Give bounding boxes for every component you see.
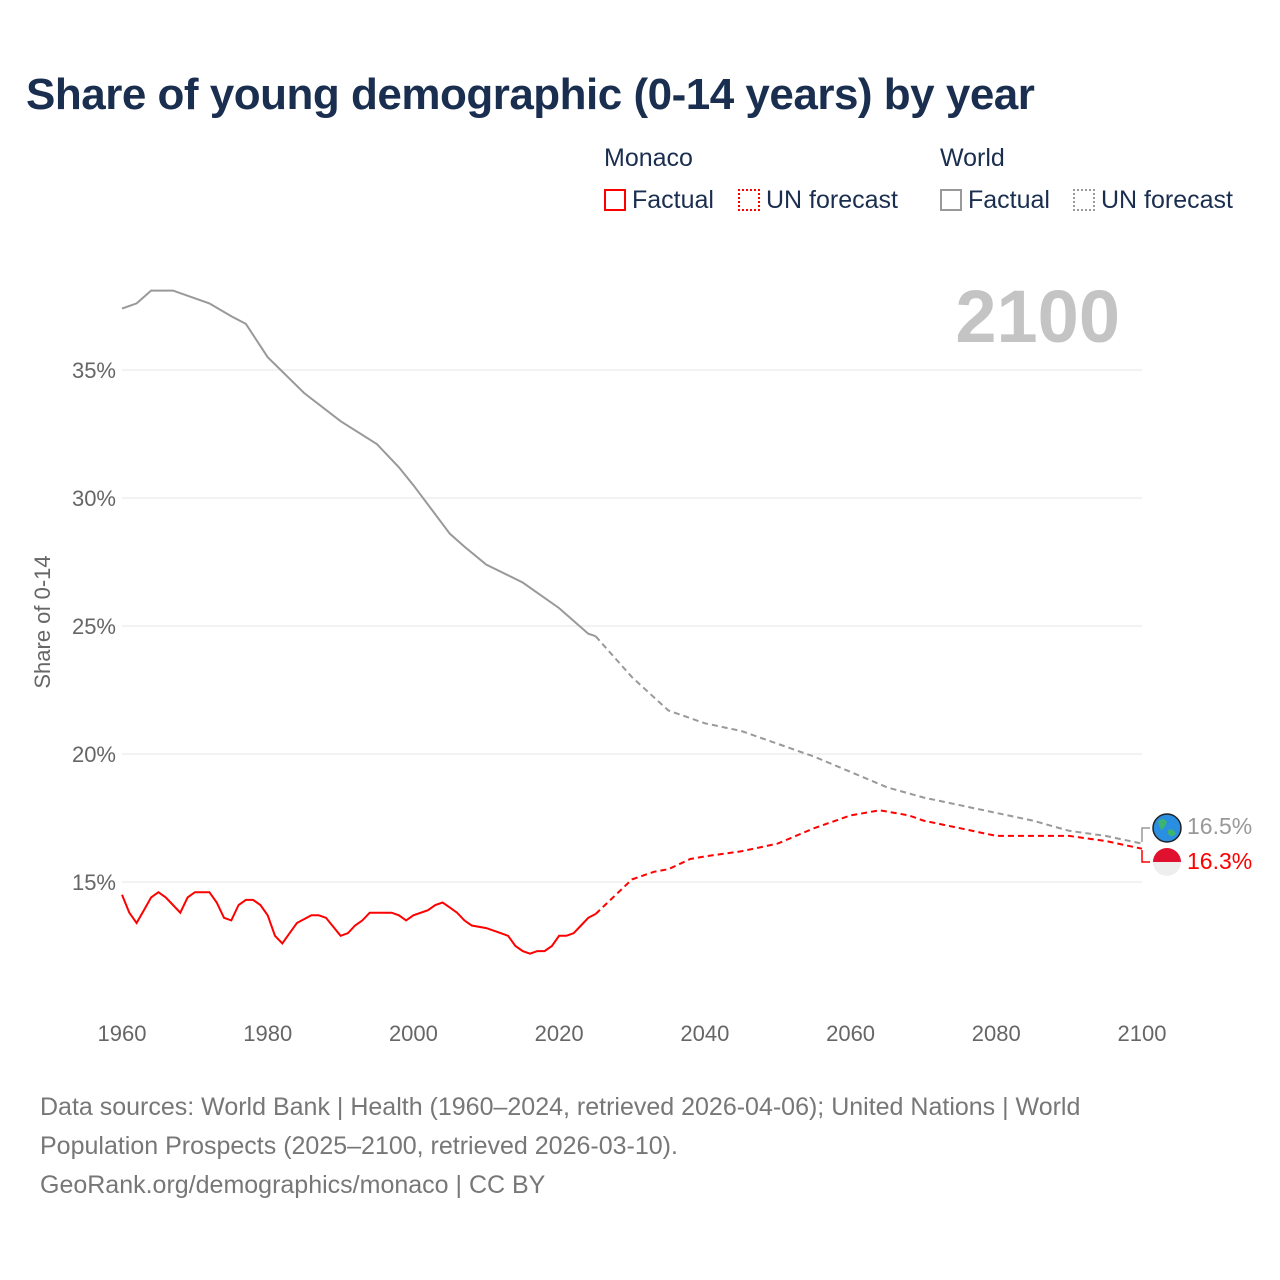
legend-label: UN forecast (1101, 186, 1233, 214)
monaco-end-label: 16.3% (1187, 848, 1252, 874)
x-tick-label: 2000 (389, 1021, 438, 1046)
monaco-connector (1141, 850, 1150, 863)
legend-label: UN forecast (766, 186, 898, 214)
globe-icon (1152, 813, 1182, 843)
swatch-solid-icon (940, 189, 962, 211)
swatch-dotted-icon (1073, 189, 1095, 211)
x-tick-label: 1980 (243, 1021, 292, 1046)
legend-world-forecast[interactable]: UN forecast (1073, 186, 1233, 215)
series-line-monaco-factual (121, 890, 597, 955)
data-sources: Data sources: World Bank | Health (1960–… (40, 1093, 1081, 1160)
x-tick-label: 1960 (98, 1021, 147, 1046)
globe-land-icon (1158, 819, 1176, 836)
y-tick-label: 25% (72, 614, 116, 639)
legend-world-factual[interactable]: Factual (940, 186, 1050, 215)
y-tick-label: 30% (72, 486, 116, 511)
legend-monaco-forecast[interactable]: UN forecast (738, 186, 898, 215)
x-tick-label: 2040 (680, 1021, 729, 1046)
legend-label: Factual (632, 186, 714, 214)
x-tick-label: 2020 (535, 1021, 584, 1046)
y-tick-label: 20% (72, 742, 116, 767)
world-connector (1141, 827, 1150, 842)
x-tick-label: 2060 (826, 1021, 875, 1046)
attribution-link[interactable]: GeoRank.org/demographics/monaco | CC BY (40, 1171, 546, 1199)
y-axis-label: Share of 0-14 (30, 555, 55, 688)
swatch-solid-icon (604, 189, 626, 211)
swatch-dotted-icon (738, 189, 760, 211)
footer: Data sources: World Bank | Health (1960–… (40, 1088, 1190, 1205)
legend-group-monaco: Monaco (604, 144, 693, 172)
x-tick-label: 2080 (972, 1021, 1021, 1046)
year-label: 2100 (955, 275, 1120, 358)
plot-area: 15% 20% 25% 30% 35% 1960 1980 2000 2020 2040 2060 2… (30, 275, 1252, 1046)
legend-monaco-factual[interactable]: Factual (604, 186, 714, 215)
y-tick-label: 35% (72, 358, 116, 383)
chart-title: Share of young demographic (0-14 years) … (26, 70, 1035, 119)
series-line-monaco-un-forecast (594, 809, 1143, 915)
legend-group-world: World (940, 144, 1005, 172)
series-line-world-factual (121, 289, 596, 638)
series-line-world-un-forecast (594, 635, 1143, 845)
world-end-label: 16.5% (1187, 813, 1252, 839)
y-tick-label: 15% (72, 870, 116, 895)
legend-label: Factual (968, 186, 1050, 214)
monaco-flag-red-icon (1153, 848, 1181, 862)
x-tick-label: 2100 (1118, 1021, 1167, 1046)
